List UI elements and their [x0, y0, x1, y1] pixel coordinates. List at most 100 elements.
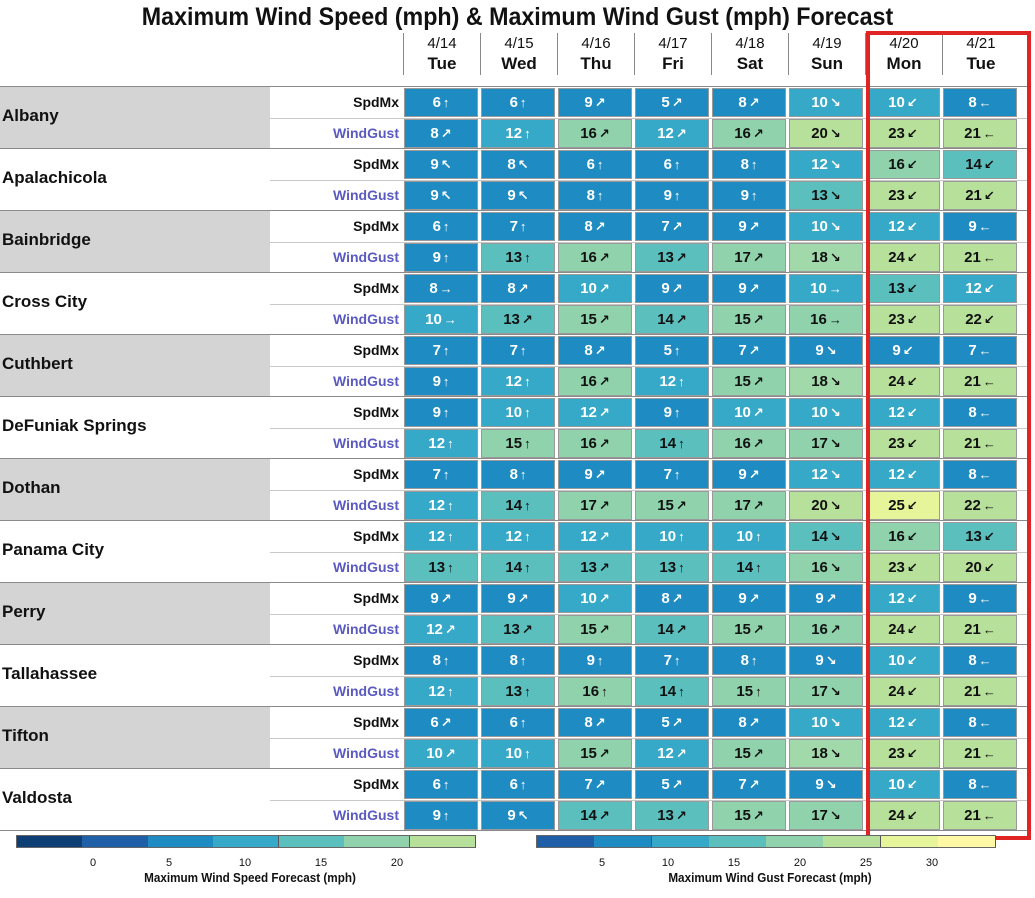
cell-value: 8 — [429, 280, 438, 297]
colorbar-swatch — [880, 836, 939, 847]
wind-direction-icon: ↗ — [748, 591, 760, 606]
day-header: 4/18 Sat — [711, 33, 788, 75]
cell-value: 15 — [734, 745, 751, 762]
cell-value: 24 — [888, 249, 905, 266]
wind-direction-icon: ↑ — [755, 560, 762, 575]
cell-value: 23 — [888, 187, 905, 204]
speed-cell: 5 ↗ — [635, 708, 709, 737]
cell-value: 13 — [965, 528, 982, 545]
speed-cell: 10 ↙ — [866, 88, 940, 117]
cell-value: 12 — [888, 404, 905, 421]
cell-value: 22 — [964, 497, 981, 514]
speed-cell: 9 ↗ — [635, 274, 709, 303]
cell-value: 10 — [426, 745, 443, 762]
gust-cell: 14 ↑ — [481, 553, 555, 582]
gust-cell: 10 → — [404, 305, 478, 334]
gust-cell: 14 ↑ — [712, 553, 786, 582]
wind-direction-icon: ↘ — [829, 219, 841, 234]
cell-value: 15 — [734, 311, 751, 328]
cell-value: 8 — [507, 156, 516, 173]
speed-cell: 9 ↑ — [404, 398, 478, 427]
wind-direction-icon: ↙ — [906, 467, 918, 482]
day-date-label: 4/18 — [735, 35, 765, 52]
wind-direction-icon: ← — [978, 591, 992, 606]
wind-direction-icon: ← — [982, 436, 996, 451]
table-top-rule — [0, 86, 1030, 87]
wind-direction-icon: ↑ — [442, 653, 450, 668]
city-band — [0, 211, 270, 273]
wind-direction-icon: ↗ — [594, 467, 606, 482]
cell-value: 12 — [428, 497, 446, 514]
wind-direction-icon: ↗ — [598, 560, 610, 575]
gust-cell: 24 ↙ — [866, 677, 940, 706]
colorbar-tick-label: 20 — [390, 857, 404, 869]
gust-cell: 12 ↑ — [481, 119, 555, 148]
gust-cell: 13 ↗ — [481, 615, 555, 644]
wind-direction-icon: ↘ — [829, 95, 841, 110]
wind-direction-icon: ↗ — [598, 312, 610, 327]
gust-cell: 14 ↑ — [635, 429, 709, 458]
cell-value: 9 — [663, 404, 672, 421]
cell-value: 9 — [661, 280, 670, 297]
speed-cell: 12 ↙ — [943, 274, 1017, 303]
cell-value: 10 — [811, 404, 828, 421]
cell-value: 13 — [659, 559, 677, 576]
speed-row-label: SpdMx — [353, 466, 399, 482]
cell-value: 10 — [425, 311, 442, 328]
speed-cell: 6 ↗ — [404, 708, 478, 737]
speed-cell: 10 ↘ — [789, 212, 863, 241]
cell-value: 8 — [738, 714, 747, 731]
cell-value: 24 — [888, 683, 905, 700]
day-header: 4/16 Thu — [557, 33, 634, 75]
cell-value: 9 — [430, 590, 439, 607]
cell-value: 8 — [584, 342, 593, 359]
cell-value: 12 — [580, 404, 597, 421]
wind-direction-icon: ↑ — [519, 343, 527, 358]
speed-cell: 10 ↗ — [712, 398, 786, 427]
cell-value: 16 — [580, 373, 597, 390]
wind-direction-icon: ↗ — [440, 126, 452, 141]
speed-cell: 8 ↗ — [635, 584, 709, 613]
wind-direction-icon: ↗ — [444, 622, 456, 637]
gust-cell: 20 ↘ — [789, 119, 863, 148]
wind-direction-icon: ← — [978, 219, 992, 234]
cell-value: 9 — [968, 218, 977, 235]
colorbar-tick-label: 15 — [314, 857, 328, 869]
cell-value: 10 — [580, 590, 597, 607]
gust-row-label: WindGust — [333, 621, 399, 637]
wind-direction-icon: ↑ — [524, 250, 531, 265]
cell-value: 12 — [505, 373, 523, 390]
city-divider — [0, 644, 1030, 645]
city-divider — [0, 706, 1030, 707]
wind-direction-icon: ↗ — [671, 591, 683, 606]
speed-cell: 12 ↙ — [866, 584, 940, 613]
colorbar-swatch — [278, 836, 345, 847]
wind-direction-icon: ↑ — [673, 467, 681, 482]
gust-cell: 16 ↗ — [712, 429, 786, 458]
cell-value: 5 — [661, 94, 670, 111]
wind-direction-icon: ↗ — [598, 529, 610, 544]
gust-cell: 21 ← — [943, 677, 1017, 706]
gust-cell: 21 ← — [943, 615, 1017, 644]
wind-direction-icon: ↘ — [825, 653, 837, 668]
cell-value: 17 — [734, 497, 751, 514]
gust-cell: 16 ↗ — [558, 367, 632, 396]
gust-cell: 21 ← — [943, 367, 1017, 396]
cell-value: 16 — [810, 311, 827, 328]
speed-cell: 16 ↙ — [866, 522, 940, 551]
cell-value: 9 — [584, 94, 593, 111]
speed-cell: 7 ↗ — [712, 770, 786, 799]
cell-value: 8 — [968, 652, 977, 669]
cell-value: 17 — [811, 807, 828, 824]
wind-direction-icon: ↗ — [752, 374, 764, 389]
speed-cell: 12 ↙ — [866, 398, 940, 427]
wind-direction-icon: ↑ — [750, 157, 758, 172]
gust-cell: 12 ↑ — [404, 429, 478, 458]
gust-cell: 16 ↗ — [712, 119, 786, 148]
gust-cell: 24 ↙ — [866, 367, 940, 396]
cell-value: 24 — [888, 807, 905, 824]
colorbar-swatch — [537, 836, 595, 847]
cell-value: 14 — [736, 559, 754, 576]
day-date-label: 4/17 — [658, 35, 688, 52]
wind-direction-icon: ↑ — [519, 95, 527, 110]
